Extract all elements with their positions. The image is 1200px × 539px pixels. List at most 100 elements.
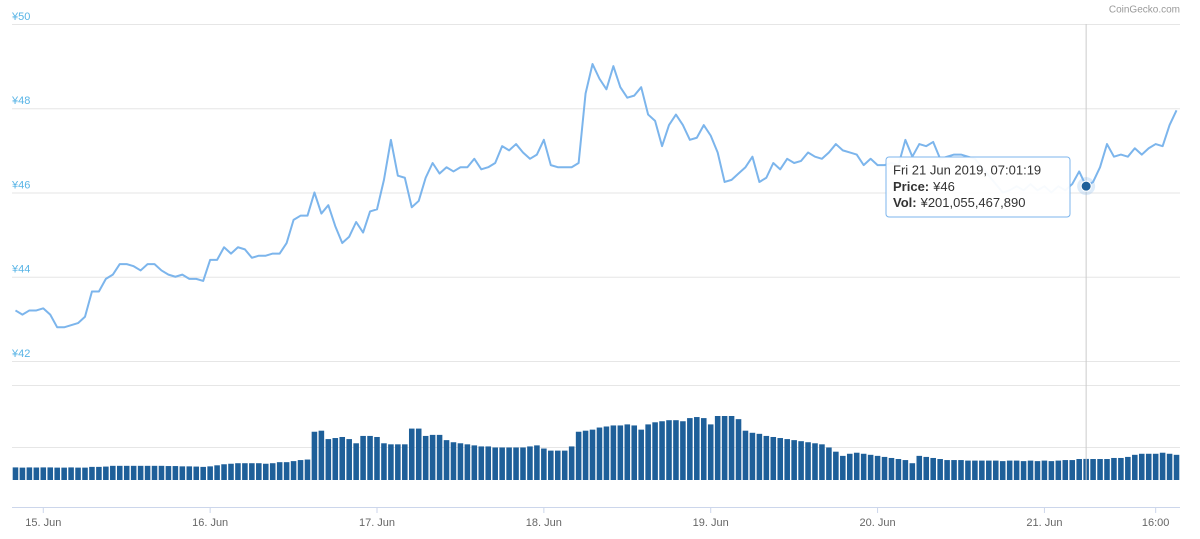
volume-bar — [235, 463, 241, 480]
volume-bar — [1055, 460, 1062, 480]
volume-bar — [527, 446, 533, 480]
volume-bar — [958, 460, 964, 480]
volume-bar — [256, 463, 262, 480]
volume-bar — [652, 422, 658, 480]
volume-bar — [130, 465, 137, 480]
volume-bar — [707, 424, 714, 480]
volume-bar — [610, 425, 617, 480]
volume-bar — [1034, 461, 1041, 480]
volume-bar — [846, 453, 853, 480]
volume-bar — [763, 435, 770, 480]
volume-bar — [624, 424, 631, 480]
volume-bar — [659, 421, 665, 480]
tooltip-value: ¥201,055,467,890 — [920, 195, 1026, 210]
volume-bar — [457, 443, 464, 480]
volume-bar — [1159, 452, 1166, 480]
x-tick-label: 16. Jun — [192, 517, 228, 529]
volume-bar — [554, 450, 561, 480]
volume-bar — [714, 416, 721, 480]
x-tick-label: 17. Jun — [359, 517, 395, 529]
volume-bar — [123, 465, 130, 480]
volume-bar — [798, 441, 804, 480]
tooltip-row: Vol: ¥201,055,467,890 — [893, 195, 1025, 210]
volume-bar — [1118, 457, 1124, 480]
volume-bar — [937, 459, 943, 480]
volume-bar — [1048, 461, 1055, 480]
volume-bar — [812, 443, 818, 480]
volume-bar — [575, 431, 582, 480]
volume-bar — [1062, 460, 1069, 480]
volume-bar — [860, 453, 867, 480]
volume-bar — [478, 446, 485, 480]
volume-bar — [1069, 460, 1076, 480]
y-tick-label: ¥42 — [11, 348, 30, 360]
volume-bar — [269, 463, 276, 480]
volume-bar — [874, 455, 881, 480]
volume-bar — [986, 460, 992, 480]
tooltip-row: Price: ¥46 — [893, 179, 955, 194]
volume-bar — [749, 432, 756, 480]
volume-bar — [214, 465, 220, 480]
volume-bar — [840, 455, 846, 480]
volume-bar — [534, 445, 540, 480]
volume-bar — [1097, 459, 1103, 480]
volume-bar — [228, 463, 234, 480]
volume-bar — [972, 460, 978, 480]
volume-bar — [443, 440, 450, 480]
volume-bar — [332, 438, 339, 480]
volume-bar — [290, 461, 297, 480]
volume-bar — [110, 465, 116, 480]
volume-bar — [888, 457, 895, 480]
volume-bar — [311, 431, 318, 480]
volume-bar — [492, 447, 498, 480]
volume-bar — [47, 467, 54, 480]
volume-bar — [784, 439, 790, 480]
y-tick-label: ¥50 — [11, 11, 30, 23]
volume-bar — [992, 460, 999, 480]
volume-bar — [276, 462, 283, 480]
volume-bar — [242, 463, 248, 480]
volume-bar — [721, 416, 728, 480]
volume-bar — [283, 462, 290, 480]
volume-bar — [589, 429, 596, 480]
hover-marker — [1080, 180, 1092, 192]
volume-bar — [137, 465, 144, 480]
volume-bar — [436, 434, 443, 480]
volume-bar — [374, 436, 380, 480]
volume-bar — [826, 447, 832, 480]
volume-bar — [680, 421, 686, 480]
volume-bar — [1125, 456, 1131, 480]
volume-bar — [568, 446, 575, 480]
volume-bar — [415, 428, 422, 480]
volume-bar — [603, 426, 610, 480]
volume-bar — [395, 444, 401, 480]
volume-bar — [631, 425, 638, 480]
volume-bar — [881, 456, 888, 480]
y-tick-label: ¥46 — [11, 179, 30, 191]
volume-bar — [89, 466, 95, 480]
volume-bar — [638, 429, 644, 480]
volume-bar — [1111, 457, 1117, 480]
volume-bar — [965, 460, 971, 480]
volume-bar — [144, 465, 151, 480]
volume-bar — [1138, 453, 1145, 480]
volume-bar — [318, 430, 325, 480]
volume-bar — [930, 457, 936, 480]
volume-bar — [402, 444, 408, 480]
volume-bar — [1132, 454, 1138, 480]
volume-bar — [207, 466, 213, 480]
volume-bar — [819, 444, 825, 480]
volume-bar — [450, 442, 457, 480]
volume-bar — [1076, 459, 1082, 480]
volume-bar — [429, 434, 436, 480]
volume-bar — [770, 436, 777, 480]
volume-bar — [548, 450, 554, 480]
volume-bar — [902, 460, 909, 480]
volume-bar — [923, 456, 930, 480]
volume-bar — [1090, 459, 1096, 480]
volume-bar — [12, 467, 19, 480]
volume-bar — [506, 447, 512, 480]
